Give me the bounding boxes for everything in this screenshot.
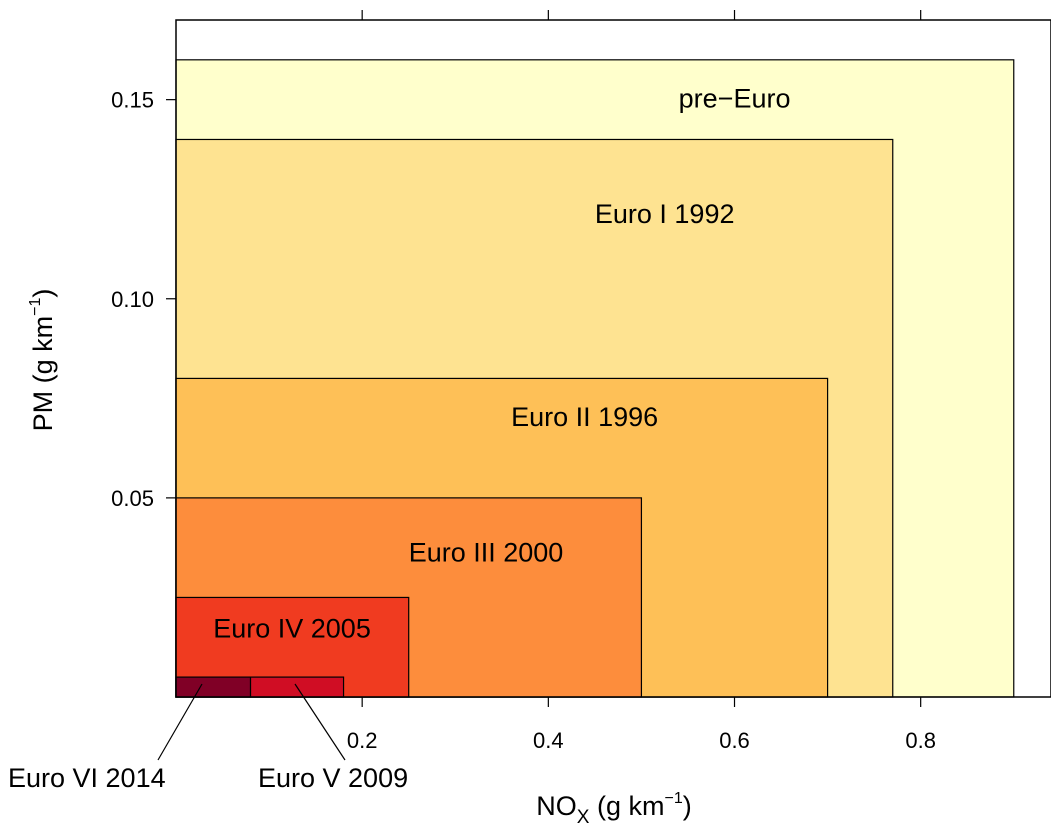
x-tick-label: 0.4 <box>533 728 564 753</box>
x-tick-label: 0.8 <box>905 728 936 753</box>
label-euro-ii-1996: Euro II 1996 <box>511 402 658 432</box>
x-tick-label: 0.2 <box>347 728 378 753</box>
x-axis-title-exp: −1 <box>664 790 682 807</box>
box-euro-vi-2014 <box>175 676 252 698</box>
x-axis-title: NOX (g km−1) <box>536 790 691 824</box>
plot-frame <box>175 19 1051 698</box>
callout-line-euro-v-2009 <box>294 683 346 761</box>
y-axis-title-main: PM (g km <box>28 316 58 432</box>
y-tick-label: 0.10 <box>111 287 154 312</box>
x-axis-title-unit: (g km <box>589 791 664 821</box>
y-axis-title-exp: −1 <box>27 298 44 316</box>
x-axis-title-close: ) <box>683 791 692 821</box>
y-tick-label: 0.05 <box>111 486 154 511</box>
label-euro-v-2009: Euro V 2009 <box>258 763 408 793</box>
x-axis-title-sub: X <box>577 807 590 824</box>
box-labels: pre−Euro Euro I 1992 Euro II 1996 Euro III … <box>8 84 790 793</box>
x-tick-label: 0.6 <box>719 728 750 753</box>
callout-line-euro-vi-2014 <box>157 683 203 761</box>
label-euro-iii-2000: Euro III 2000 <box>409 538 564 568</box>
x-axis-title-main: NO <box>536 791 577 821</box>
y-axis-title: PM (g km−1) <box>27 289 58 432</box>
standard-boxes <box>175 59 1015 698</box>
axes: 0.2 0.4 0.6 0.8 0.05 0.10 0.15 <box>111 10 936 753</box>
label-pre-euro: pre−Euro <box>679 84 791 114</box>
y-axis-title-close: ) <box>28 289 58 298</box>
label-euro-iv-2005: Euro IV 2005 <box>213 613 371 643</box>
y-tick-label: 0.15 <box>111 88 154 113</box>
label-euro-i-1992: Euro I 1992 <box>595 199 735 229</box>
label-euro-vi-2014: Euro VI 2014 <box>8 763 166 793</box>
